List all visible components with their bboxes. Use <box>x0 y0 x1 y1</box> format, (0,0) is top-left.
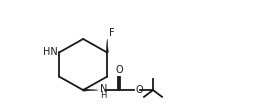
Text: O: O <box>115 65 123 75</box>
Text: H: H <box>100 91 106 100</box>
Polygon shape <box>83 89 98 91</box>
Text: O: O <box>135 85 143 95</box>
Text: F: F <box>109 28 114 38</box>
Text: HN: HN <box>43 48 57 57</box>
Polygon shape <box>106 39 108 52</box>
Text: N: N <box>100 84 107 94</box>
